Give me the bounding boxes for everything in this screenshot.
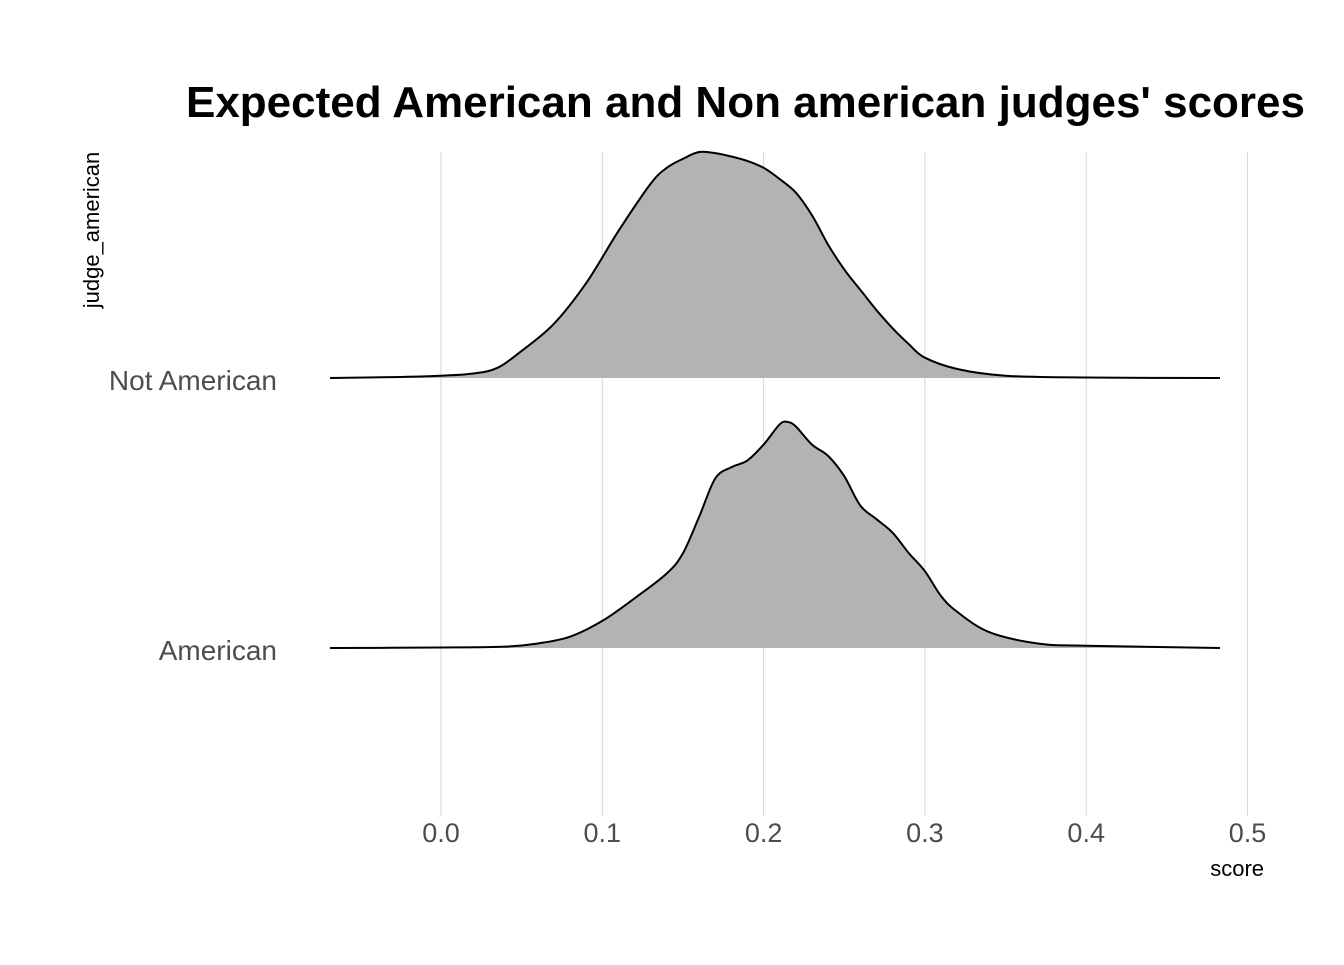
ridges: [329, 150, 1221, 649]
x-axis-label: score: [1210, 856, 1264, 881]
ridge-outline-american: [329, 420, 1221, 649]
y-axis-label: judge_american: [79, 152, 104, 310]
ridge-area-not-american: [330, 151, 1220, 378]
x-tick-label: 0.2: [745, 818, 783, 848]
x-tick-label: 0.5: [1229, 818, 1267, 848]
y-tick-label-american: American: [159, 635, 277, 666]
chart-title: Expected American and Non american judge…: [186, 78, 1305, 127]
x-tick-label: 0.0: [422, 818, 460, 848]
x-axis-ticks: 0.0 0.1 0.2 0.3 0.4 0.5: [422, 818, 1266, 848]
x-tick-label: 0.1: [584, 818, 622, 848]
ridge-outline-not-american: [329, 150, 1221, 379]
x-tick-label: 0.4: [1067, 818, 1105, 848]
ridge-area-american: [330, 421, 1220, 648]
y-axis-ticks: American Not American: [109, 365, 277, 666]
y-tick-label-not-american: Not American: [109, 365, 277, 396]
x-tick-label: 0.3: [906, 818, 944, 848]
